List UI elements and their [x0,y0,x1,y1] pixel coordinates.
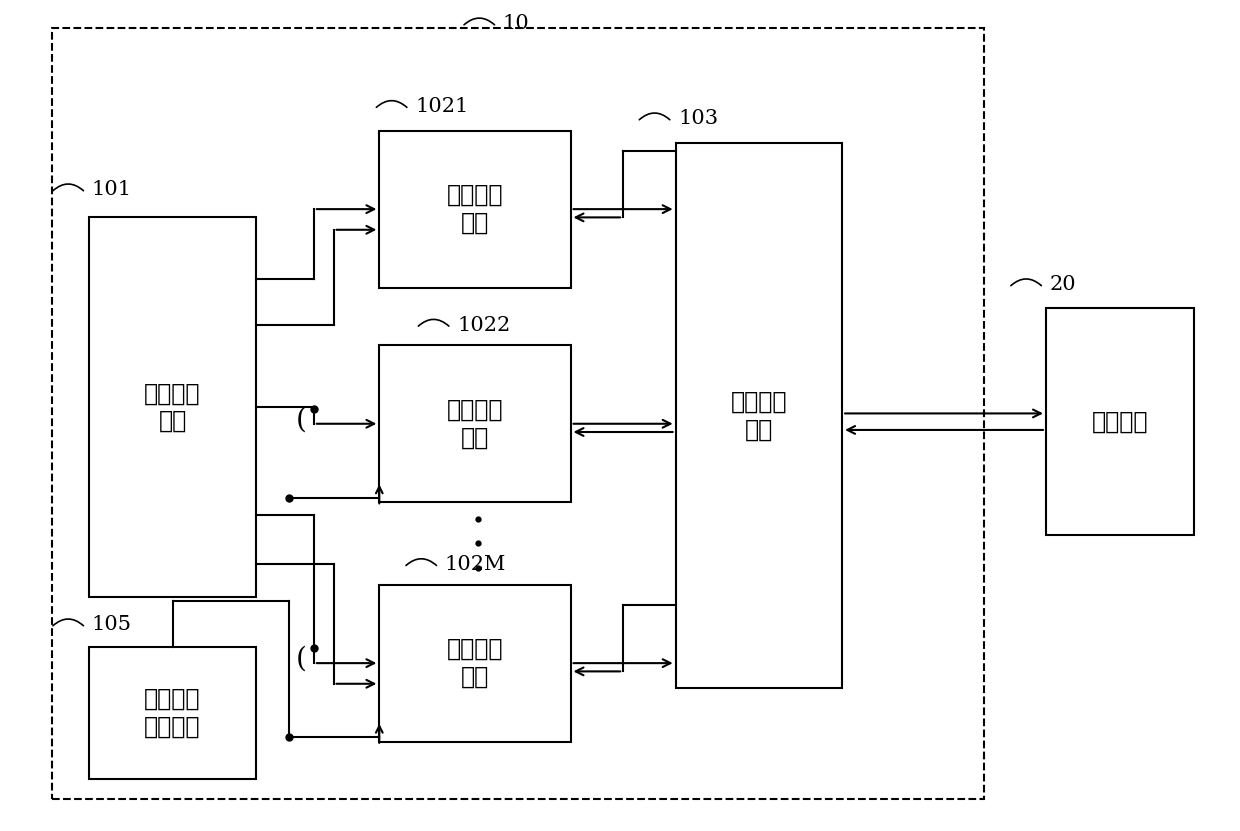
Text: 10: 10 [502,14,529,33]
Text: 1021: 1021 [415,97,469,116]
Text: (: ( [296,646,308,672]
Bar [379,130,570,288]
Text: 1022: 1022 [458,316,511,335]
Bar [1045,308,1194,535]
Text: 105: 105 [92,615,131,634]
Text: 心电检测
模块: 心电检测 模块 [144,381,201,433]
Text: 心电采集
模块: 心电采集 模块 [446,398,503,450]
Bar [52,27,985,799]
Bar [379,585,570,741]
Text: 心电采集
模块: 心电采集 模块 [446,184,503,235]
Bar [676,143,842,688]
Text: 102M: 102M [445,555,506,574]
Text: 时钟信号
生成模块: 时钟信号 生成模块 [144,686,201,739]
Text: 20: 20 [1049,275,1076,294]
Text: 101: 101 [92,180,131,199]
Bar [89,647,255,779]
Text: 移动终端: 移动终端 [1091,410,1148,434]
Bar [89,218,255,597]
Text: 通信控制
模块: 通信控制 模块 [730,390,787,441]
Text: 心电采集
模块: 心电采集 模块 [446,637,503,689]
Bar [379,346,570,502]
Text: (: ( [296,406,308,433]
Text: 103: 103 [678,109,718,128]
